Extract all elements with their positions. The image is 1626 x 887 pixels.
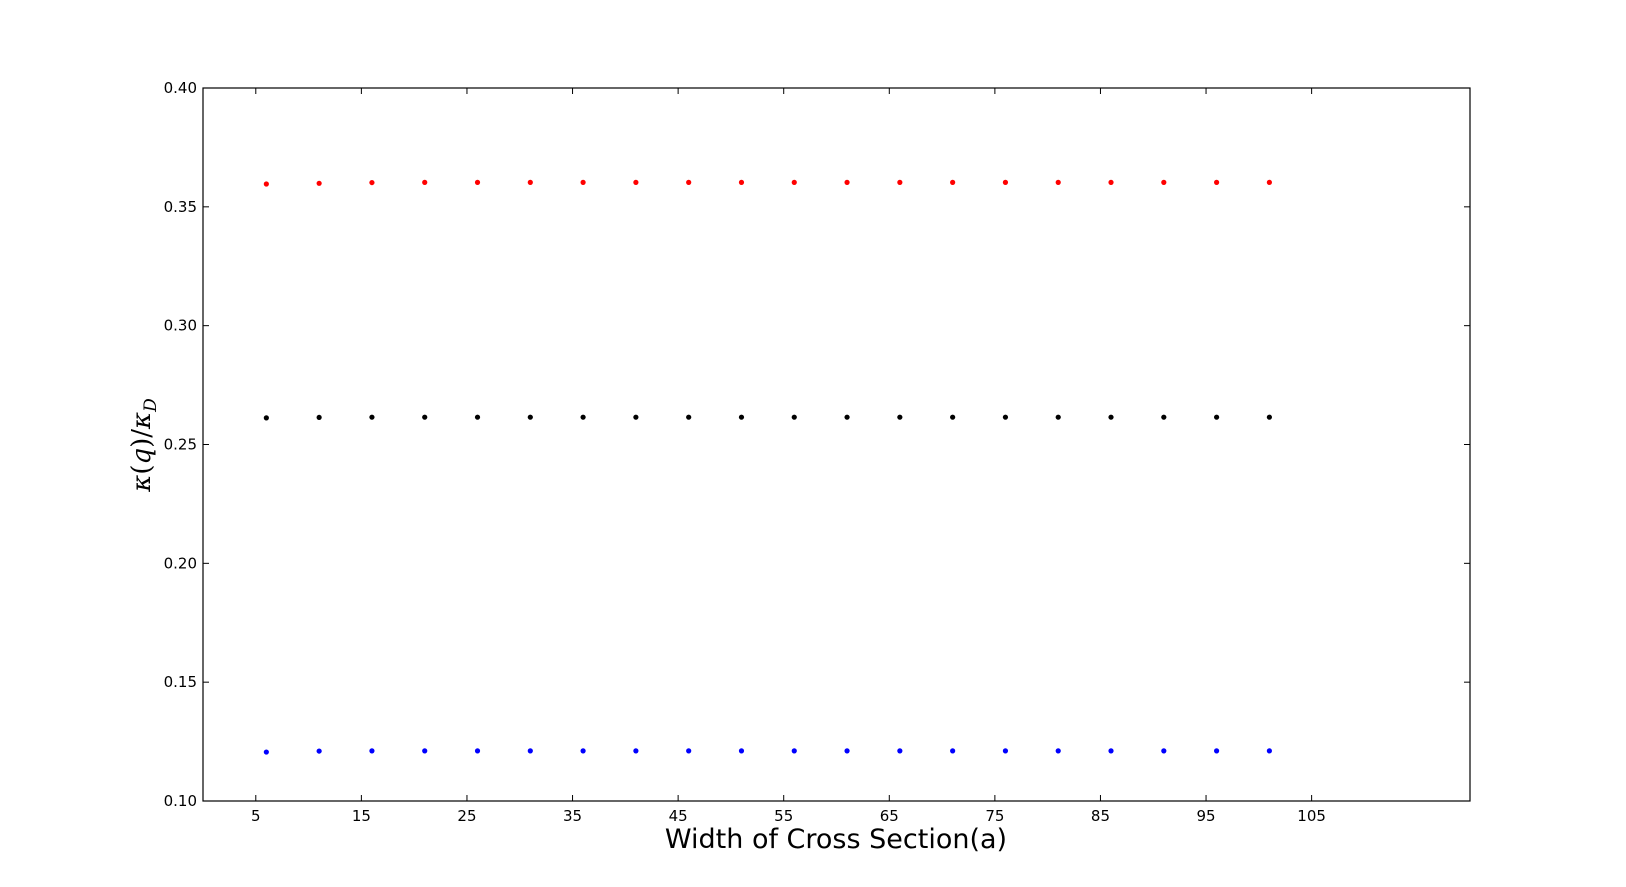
data-point [950,179,956,185]
data-point [1161,179,1167,185]
data-point [897,748,903,754]
x-tick-label: 85 [1091,807,1110,825]
data-point [580,748,586,754]
x-tick-label: 105 [1297,807,1326,825]
data-point [738,748,745,754]
data-point [1002,748,1009,754]
data-point [580,414,586,420]
y-tick-label: 0.10 [164,792,197,810]
data-point [686,748,692,754]
data-point [844,179,850,185]
y-tick-label: 0.30 [164,317,197,335]
data-point [369,748,375,754]
y-axis-label-subscript: D [141,398,161,413]
y-axis-label-open-paren: ( [127,465,157,475]
data-point [527,414,533,420]
x-tick-label: 5 [251,807,261,825]
data-point [1266,414,1272,420]
data-point [422,748,428,754]
data-point [369,414,375,420]
data-point [1214,179,1220,185]
data-point [474,748,481,754]
data-point [1002,414,1009,420]
data-points [263,179,1272,755]
y-axis-label-kappa-denominator: κ [127,412,157,430]
data-point [686,414,692,420]
y-tick-label: 0.20 [164,554,197,572]
data-point [316,414,322,421]
data-point [580,179,586,185]
x-tick-label: 45 [669,807,688,825]
data-point [1108,748,1114,754]
data-point [1002,179,1009,185]
data-point [950,748,956,754]
data-point [1266,748,1272,754]
data-point [633,179,639,185]
data-point [791,748,797,754]
data-point [791,179,797,185]
data-point [1266,179,1272,185]
data-point [1055,179,1061,185]
data-point [263,415,269,421]
axes: 5 15 25 35 45 55 65 75 85 95 105 0.10 0.15 0.20 0.25 0.… [164,79,1471,825]
data-point [316,180,322,186]
data-point [1055,414,1061,420]
data-point [791,414,797,420]
data-point [1108,179,1114,185]
plot-area [203,88,1470,801]
data-point [738,179,745,185]
data-point [263,181,269,187]
x-tick-label: 75 [985,807,1004,825]
data-point [316,748,322,754]
data-point [1214,414,1220,420]
y-axis-label-q: q [127,448,157,465]
y-axis-label-kappa: κ [127,475,157,493]
x-axis-label: Width of Cross Section(a) [665,824,1007,855]
data-point [422,179,428,185]
data-point [1161,414,1167,420]
data-point [263,749,269,755]
y-tick-label: 0.25 [164,436,197,454]
data-point [1161,748,1167,754]
data-point [1108,414,1114,420]
y-axis-label: κ(q)/κD [127,398,161,493]
data-point [474,179,481,185]
data-point [1214,748,1220,754]
y-tick-label: 0.35 [164,198,197,216]
x-tick-label: 95 [1196,807,1215,825]
y-tick-label: 0.40 [164,79,197,97]
data-point [633,414,639,420]
data-point [527,179,533,185]
x-tick-label: 55 [774,807,793,825]
data-point [527,748,533,754]
x-tick-label: 35 [563,807,582,825]
data-point [950,414,956,420]
data-point [422,414,428,420]
data-point [369,179,375,186]
data-point [897,179,903,185]
data-point [633,748,639,754]
data-point [844,748,850,754]
data-point [686,179,692,185]
plot-background [203,88,1470,801]
y-tick-label: 0.15 [164,673,197,691]
data-point [738,414,745,420]
y-axis-label-close-paren: )/ [127,429,157,448]
data-point [844,414,850,420]
x-tick-label: 25 [457,807,476,825]
x-tick-label: 15 [352,807,371,825]
data-point [1055,748,1061,754]
data-point [474,414,481,420]
x-tick-label: 65 [880,807,899,825]
data-point [897,414,903,420]
